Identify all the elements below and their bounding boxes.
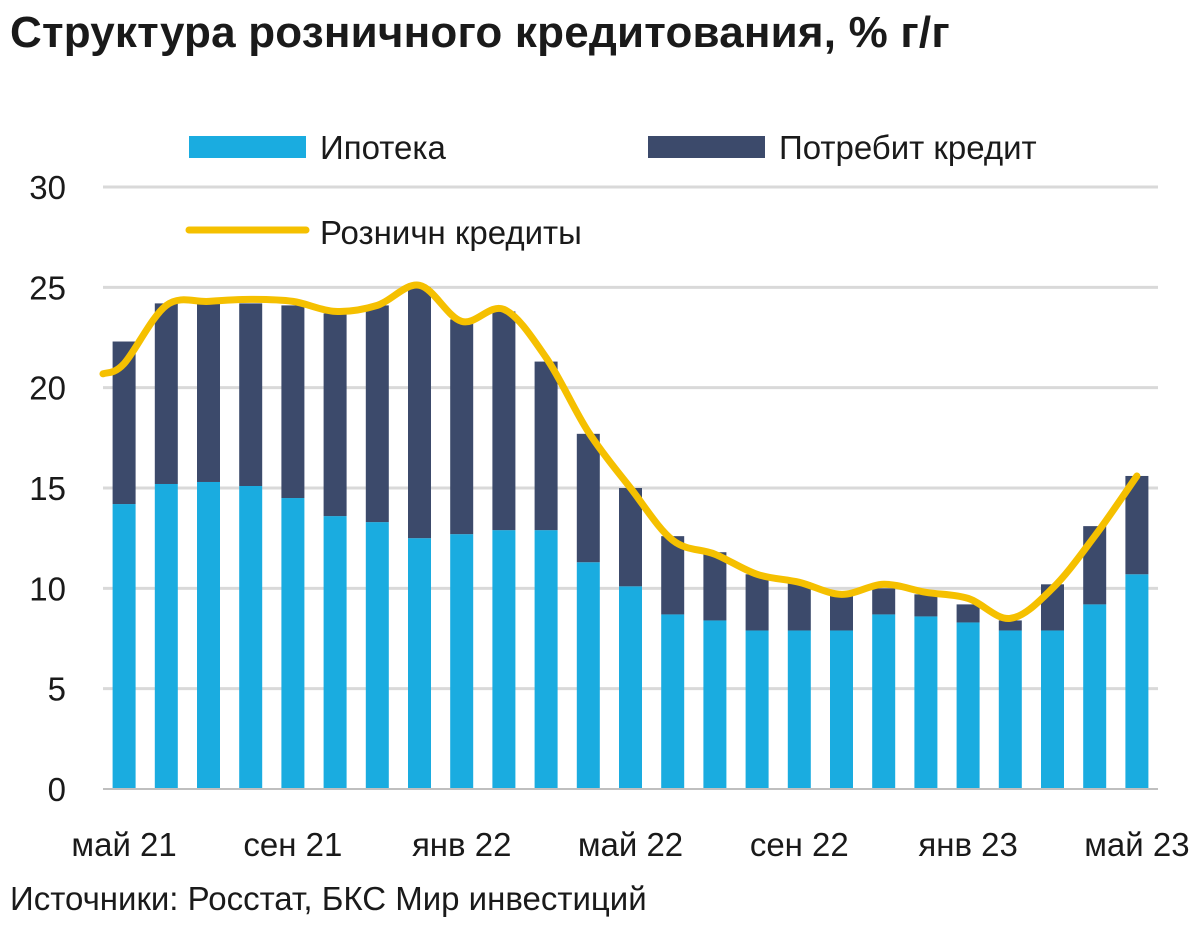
legend: Ипотека Потребит кредит Розничн кредиты bbox=[185, 129, 1037, 251]
x-tick-label: сен 22 bbox=[750, 826, 849, 863]
bar-consumer bbox=[787, 582, 811, 631]
bar-mortgage bbox=[281, 498, 305, 789]
bar-consumer bbox=[534, 361, 558, 531]
bar-mortgage bbox=[1041, 630, 1064, 789]
legend-swatch-mortgage bbox=[189, 136, 306, 158]
bar-mortgage bbox=[408, 538, 431, 789]
bar-mortgage bbox=[197, 481, 220, 789]
bar-consumer bbox=[112, 341, 136, 505]
bar-mortgage bbox=[239, 485, 263, 789]
x-tick-label: сен 21 bbox=[243, 826, 342, 863]
source-note: Источники: Росстат, БКС Мир инвестиций bbox=[10, 880, 647, 917]
bar-consumer bbox=[830, 594, 853, 631]
x-tick-label: май 21 bbox=[71, 826, 176, 863]
bars bbox=[112, 287, 1149, 789]
bar-consumer bbox=[745, 574, 769, 631]
bar-consumer bbox=[576, 433, 600, 563]
bar-mortgage bbox=[619, 586, 642, 789]
x-axis-ticks: май 21 сен 21 янв 22 май 22 сен 22 янв 23 май … bbox=[71, 826, 1189, 863]
bar-consumer bbox=[956, 604, 980, 623]
bar-consumer bbox=[872, 588, 896, 615]
bar-consumer bbox=[281, 305, 305, 499]
bar-consumer bbox=[998, 620, 1022, 631]
bar-mortgage bbox=[576, 562, 600, 789]
bar-mortgage bbox=[914, 616, 938, 789]
x-tick-label: янв 23 bbox=[918, 826, 1018, 863]
bar-consumer bbox=[703, 552, 727, 621]
bar-consumer bbox=[154, 303, 178, 484]
bar-mortgage bbox=[1125, 574, 1149, 789]
y-axis-ticks: 0 5 10 15 20 25 30 bbox=[29, 169, 66, 808]
bar-consumer bbox=[914, 594, 938, 617]
bar-mortgage bbox=[661, 614, 685, 789]
y-tick-label: 25 bbox=[29, 269, 66, 306]
retail-credit-line bbox=[99, 281, 1141, 622]
bar-consumer bbox=[408, 287, 431, 539]
bar-consumer bbox=[619, 488, 642, 587]
bar-mortgage bbox=[830, 630, 853, 789]
bar-mortgage bbox=[112, 504, 136, 789]
legend-label-retail: Розничн кредиты bbox=[320, 214, 582, 251]
y-tick-label: 30 bbox=[29, 169, 66, 206]
bar-mortgage bbox=[492, 530, 516, 789]
bar-mortgage bbox=[703, 620, 727, 789]
bar-consumer bbox=[323, 313, 347, 517]
bar-consumer bbox=[1125, 475, 1149, 575]
bar-consumer bbox=[365, 305, 389, 523]
bar-mortgage bbox=[872, 614, 896, 789]
bar-consumer bbox=[239, 303, 263, 486]
y-tick-label: 10 bbox=[29, 570, 66, 607]
x-tick-label: янв 22 bbox=[412, 826, 512, 863]
legend-label-mortgage: Ипотека bbox=[320, 129, 446, 166]
bar-consumer bbox=[661, 536, 685, 615]
legend-label-consumer: Потребит кредит bbox=[779, 129, 1037, 166]
bar-mortgage bbox=[1083, 604, 1107, 789]
bar-mortgage bbox=[450, 534, 474, 789]
y-tick-label: 15 bbox=[29, 470, 66, 507]
y-tick-label: 0 bbox=[48, 771, 66, 808]
bar-consumer bbox=[492, 311, 516, 531]
legend-swatch-consumer bbox=[648, 136, 765, 158]
chart-title: Структура розничного кредитования, % г/г bbox=[10, 8, 950, 57]
bar-mortgage bbox=[745, 630, 769, 789]
bar-consumer bbox=[197, 303, 220, 482]
bar-mortgage bbox=[787, 630, 811, 789]
y-tick-label: 20 bbox=[29, 370, 66, 407]
bar-consumer bbox=[450, 319, 474, 535]
x-tick-label: май 23 bbox=[1084, 826, 1189, 863]
bar-mortgage bbox=[998, 630, 1022, 789]
bar-mortgage bbox=[956, 622, 980, 789]
bar-mortgage bbox=[323, 516, 347, 789]
bar-mortgage bbox=[365, 522, 389, 789]
y-tick-label: 5 bbox=[48, 671, 66, 708]
x-tick-label: май 22 bbox=[578, 826, 683, 863]
bar-mortgage bbox=[154, 483, 178, 789]
bar-mortgage bbox=[534, 530, 558, 789]
